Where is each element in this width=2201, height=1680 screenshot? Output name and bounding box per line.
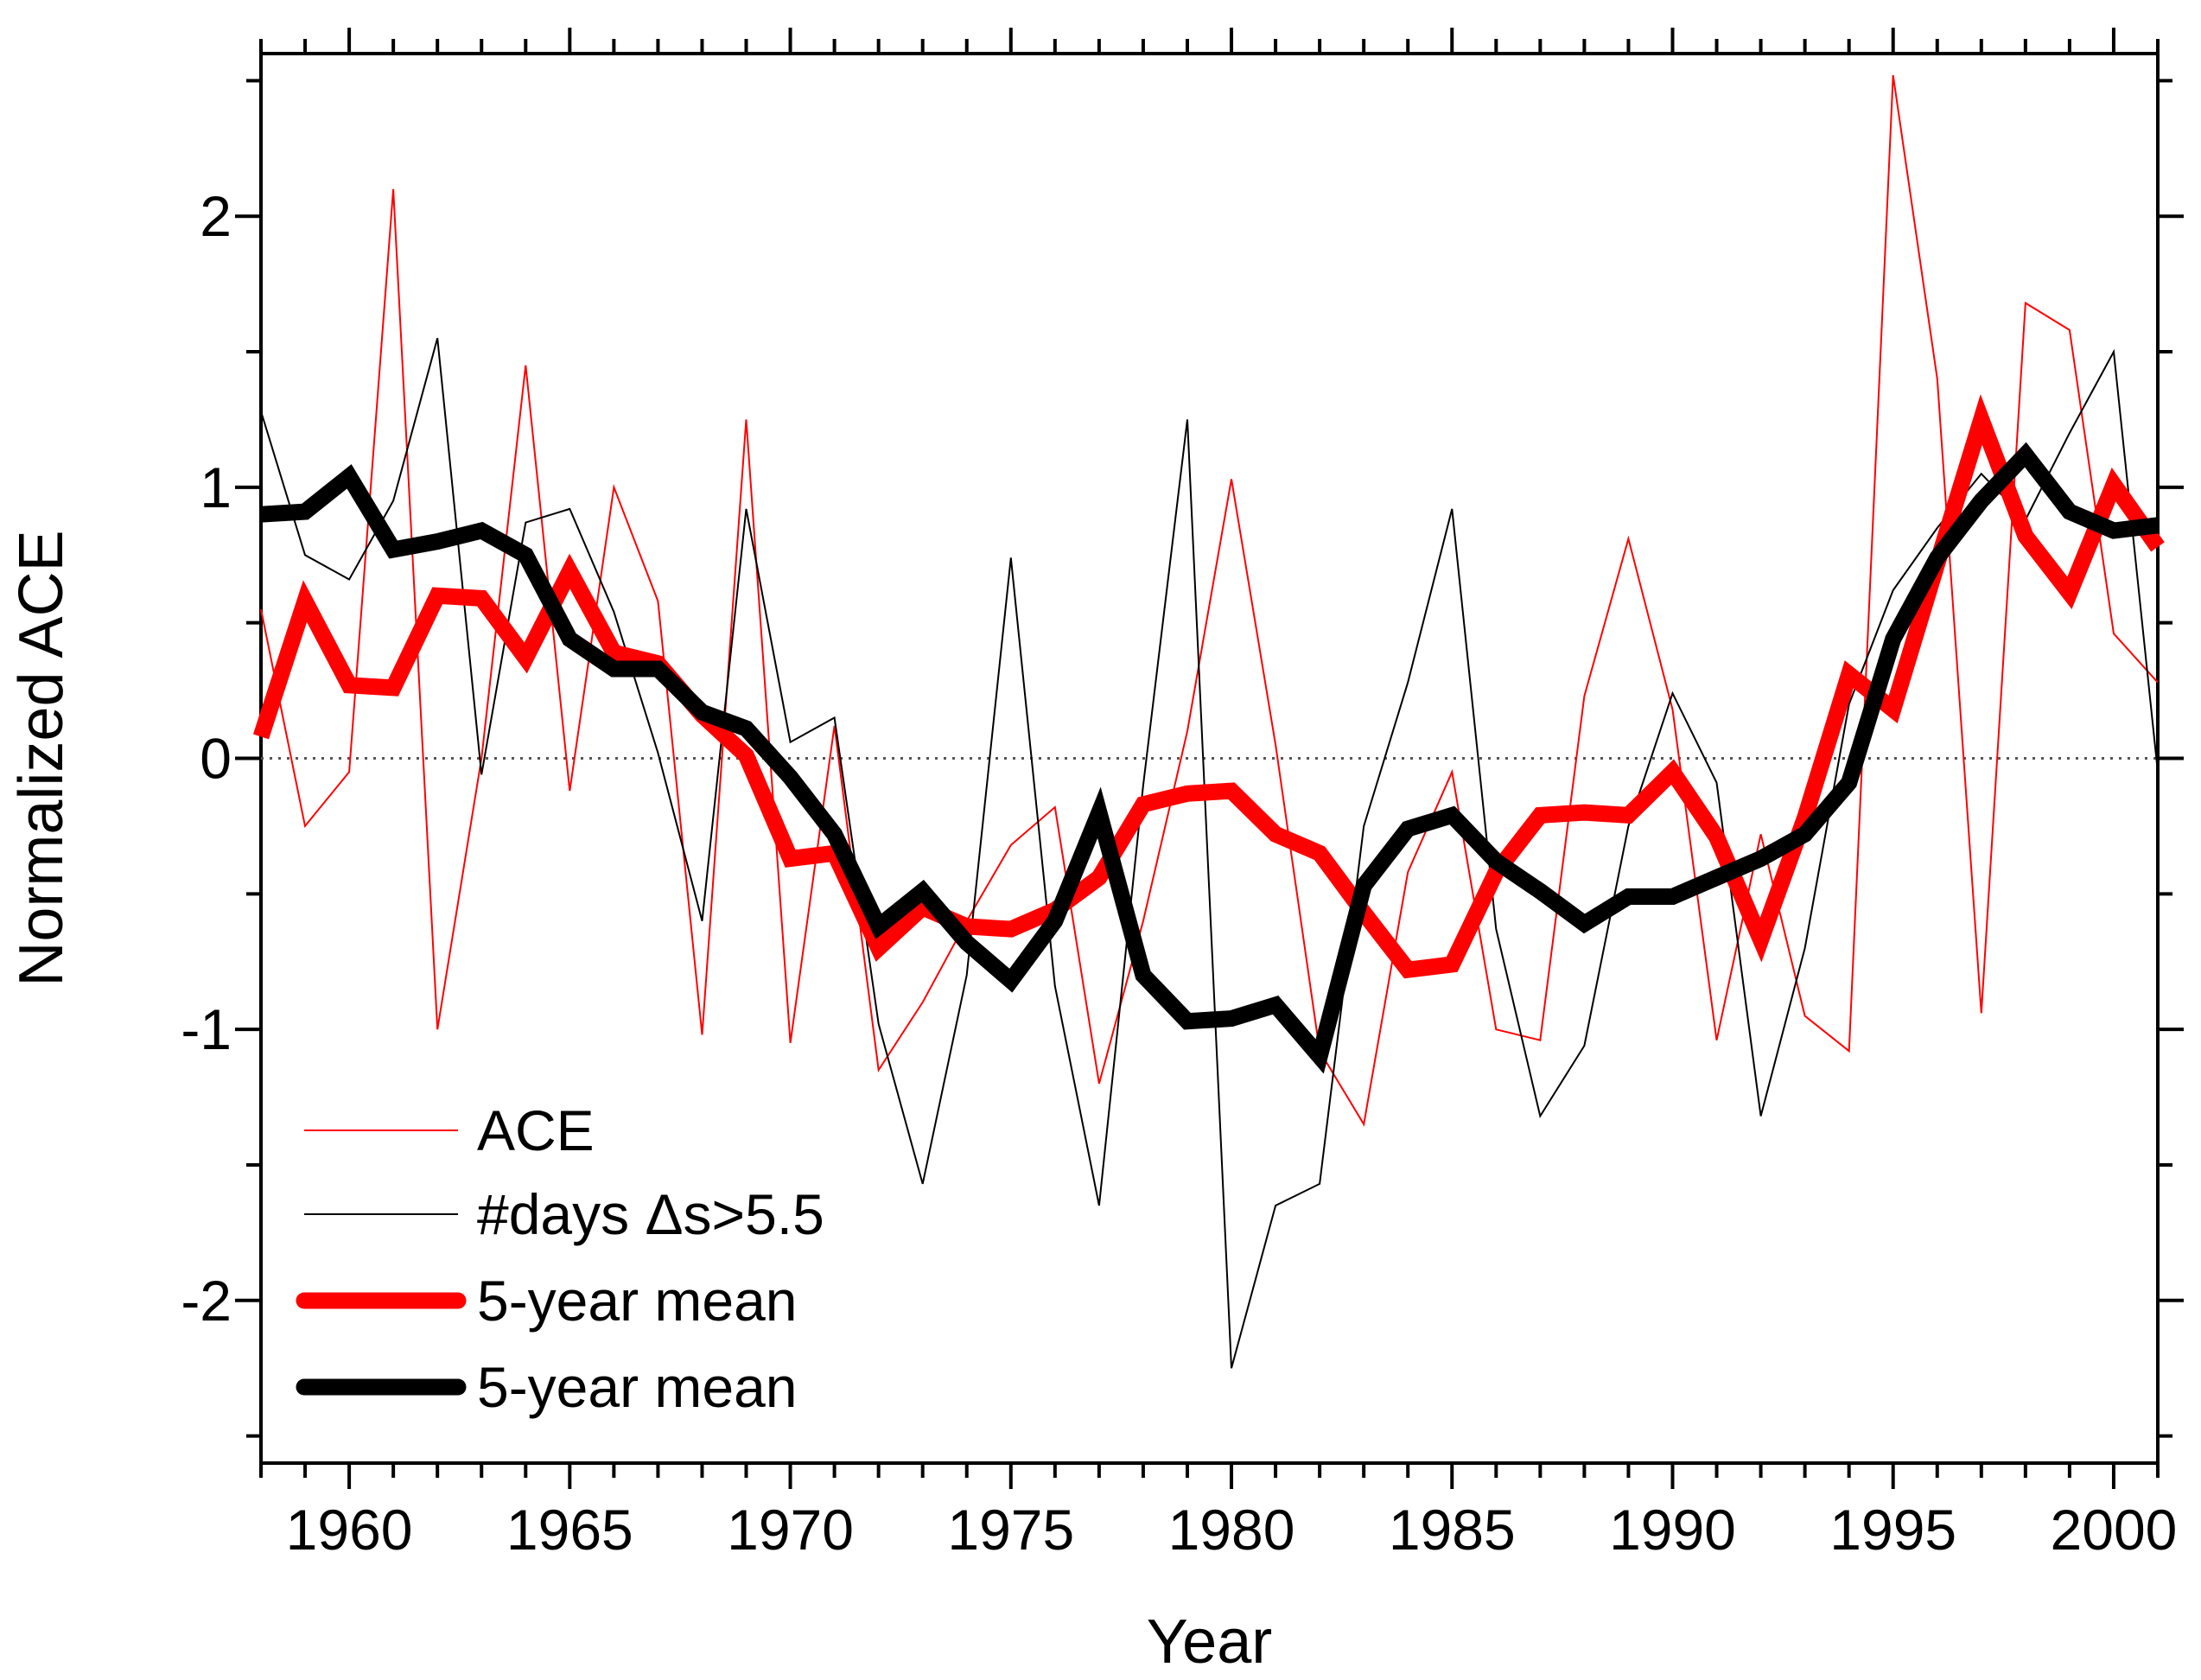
x-tick-label: 1975 (947, 1498, 1074, 1562)
x-tick-label: 1980 (1168, 1498, 1295, 1562)
legend-label-1: ACE (477, 1098, 595, 1162)
series-line-3 (252, 394, 2165, 979)
plot-frame (259, 52, 2160, 1465)
y-tick-label: 2 (200, 184, 232, 248)
y-tick-label: 1 (200, 455, 232, 519)
x-tick-label: 2000 (2051, 1498, 2178, 1562)
y-tick-label: 0 (200, 727, 232, 791)
y-tick-label: -2 (181, 1269, 232, 1333)
x-tick-label: 1985 (1389, 1498, 1516, 1562)
x-tick-label: 1970 (727, 1498, 854, 1562)
x-tick-label: 1965 (506, 1498, 633, 1562)
series-line-2 (260, 338, 2159, 1369)
plot-border (259, 52, 2160, 1465)
x-tick-label: 1990 (1609, 1498, 1736, 1562)
y-tick-label: -1 (181, 997, 232, 1061)
y-axis-title: Normalized ACE (7, 530, 76, 986)
series-line-4 (260, 442, 2160, 1074)
x-tick-label: 1960 (286, 1498, 413, 1562)
legend-label-2: #days Δs>5.5 (477, 1182, 824, 1246)
x-axis-title: Year (1147, 1607, 1272, 1677)
series-line-1 (260, 74, 2159, 1127)
axis-ticks (235, 28, 2184, 1489)
legend-label-3: 5-year mean (477, 1269, 798, 1333)
tick-labels: 1960 1965 1970 1975 1980 1985 1990 1995 2000 -2 -1… (181, 184, 2177, 1562)
legend: ACE #days Δs>5.5 5-year mean 5-year mean (296, 1098, 824, 1419)
series-lines (252, 74, 2165, 1369)
legend-label-4: 5-year mean (477, 1355, 798, 1419)
x-tick-label: 1995 (1829, 1498, 1956, 1562)
